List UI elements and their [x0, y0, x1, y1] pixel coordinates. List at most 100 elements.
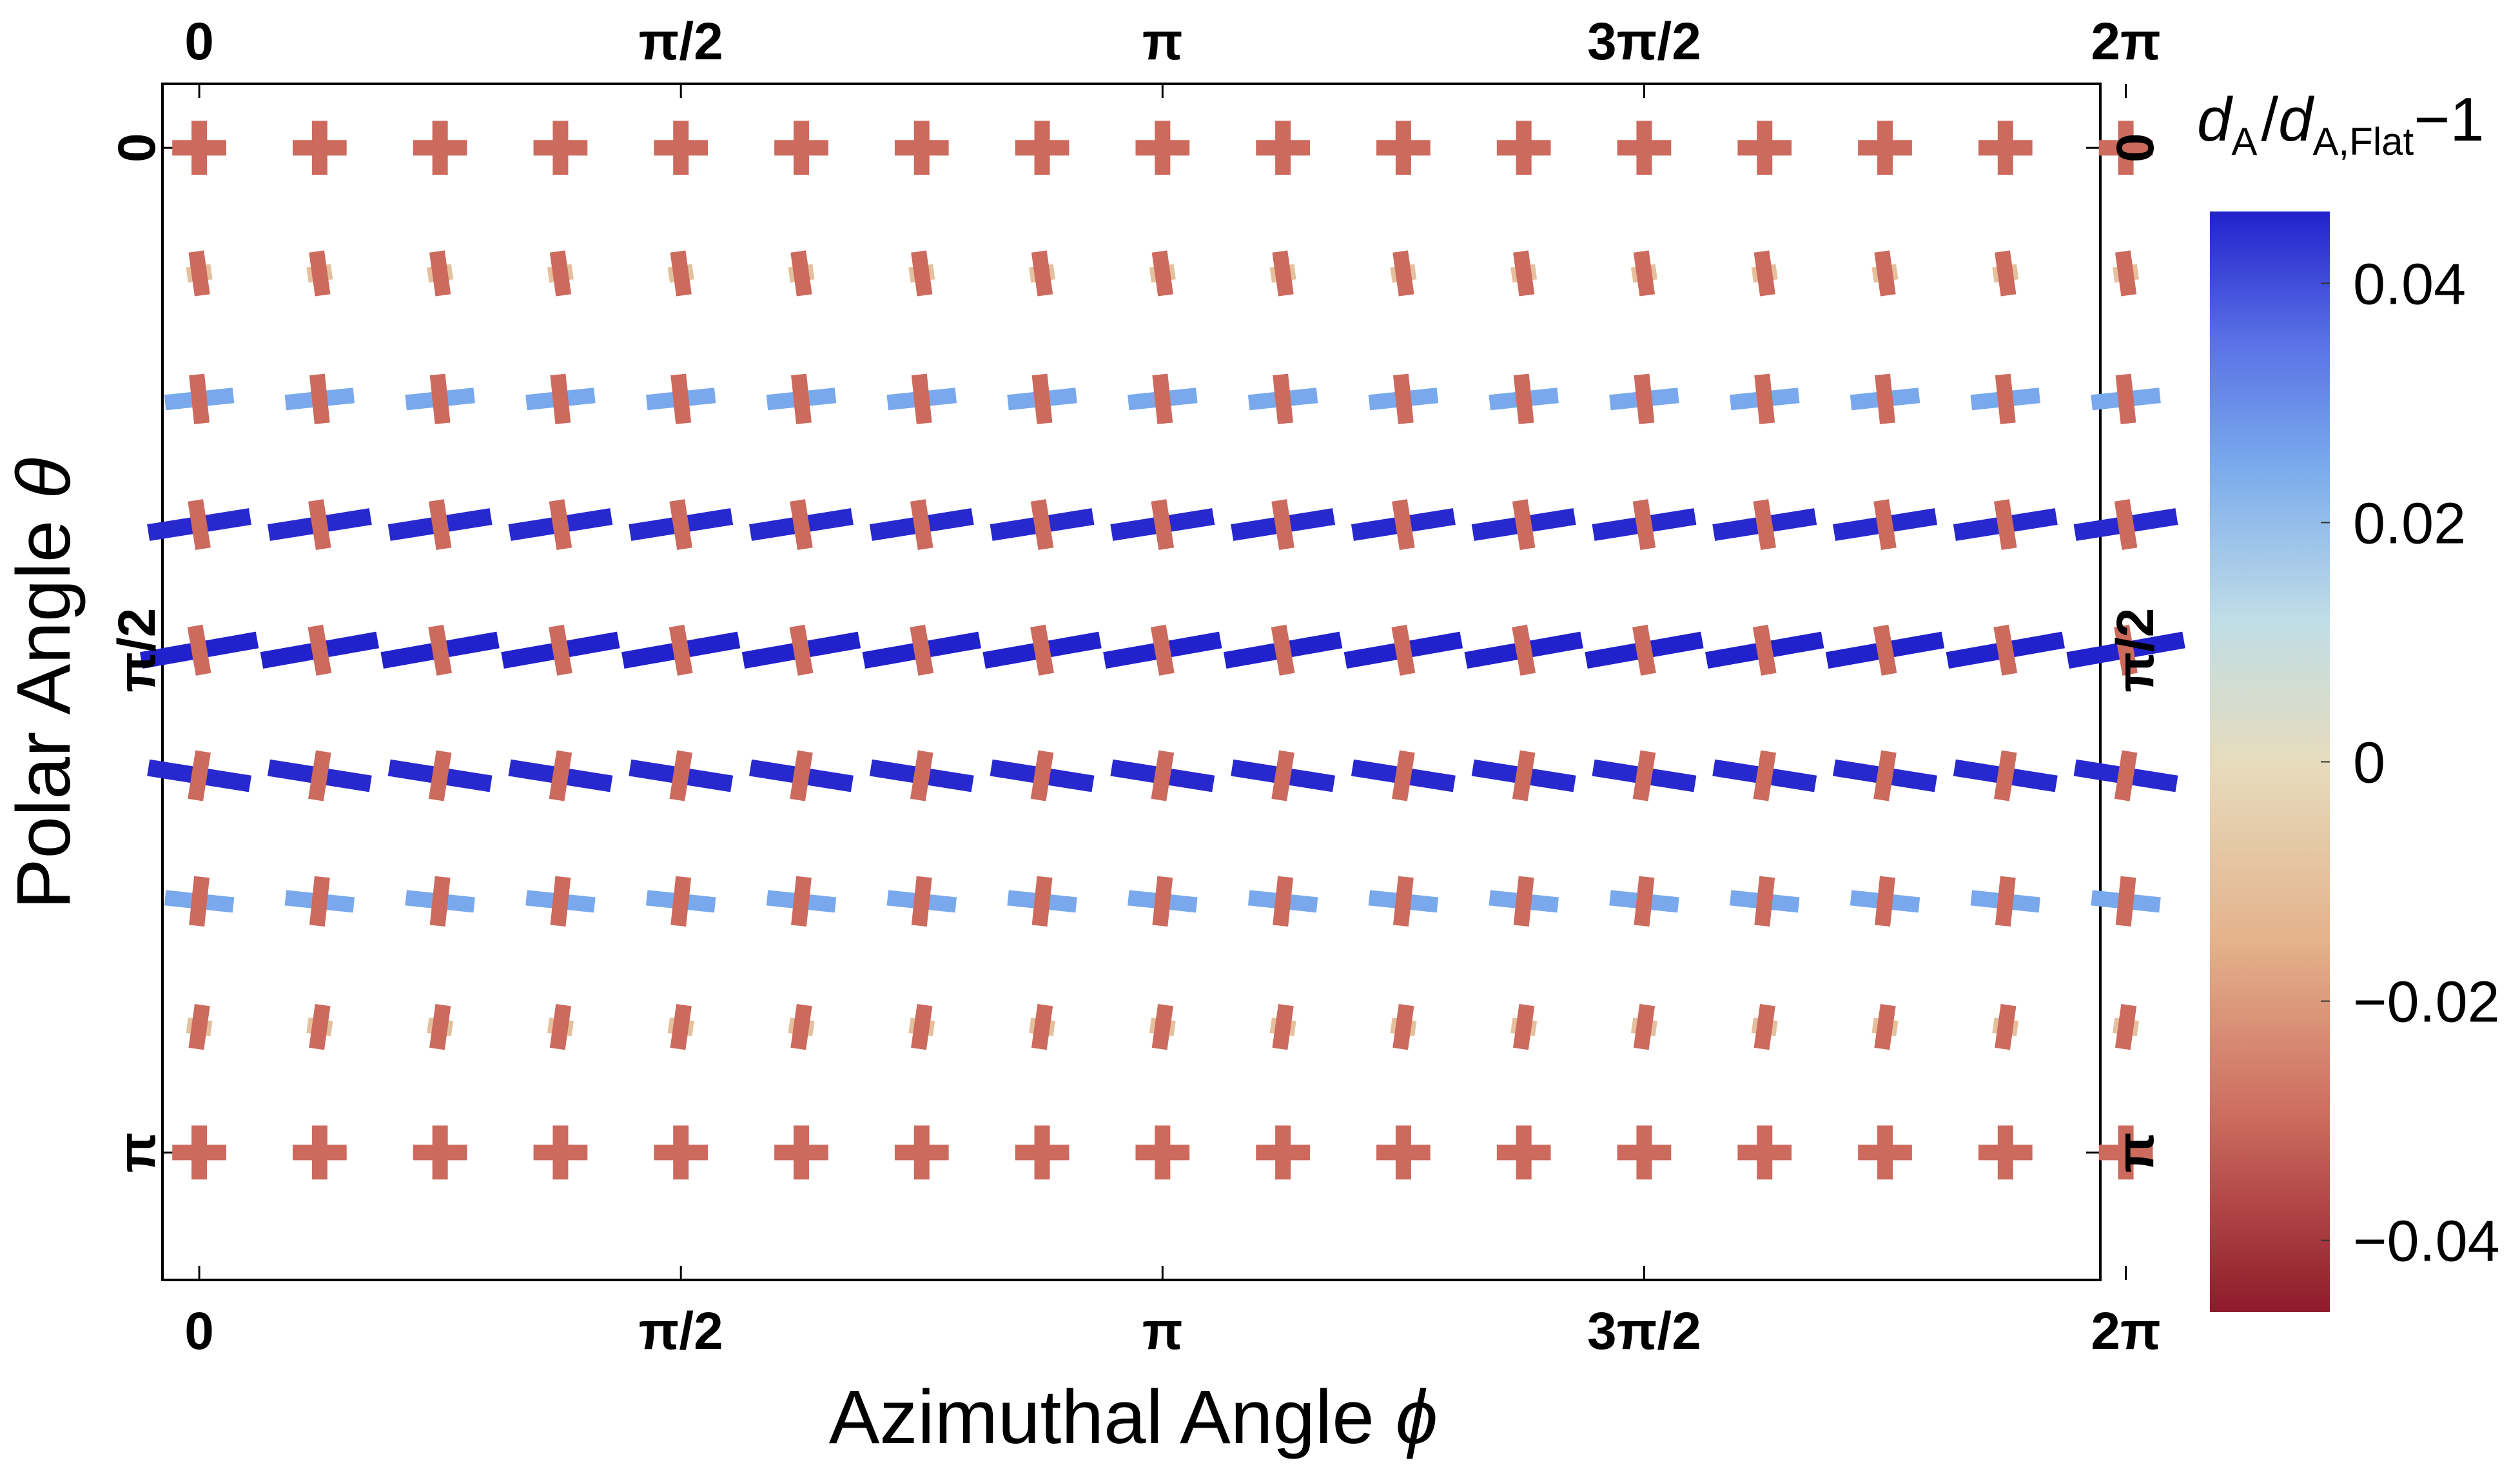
- x-tick-label-bottom: 3π/2: [1587, 1302, 1701, 1361]
- marker: [1247, 876, 1318, 927]
- marker-major-axis: [1030, 499, 1054, 550]
- marker-major-axis: [1512, 624, 1536, 676]
- marker: [1510, 250, 1538, 297]
- marker: [629, 750, 734, 801]
- marker: [1751, 1004, 1778, 1050]
- marker-major-axis: [911, 250, 933, 297]
- marker: [1825, 624, 1945, 676]
- tick-labels: 0 0 π/2 π/2 π π 3π/2 3π/2 2π 2π 0 0 π/2 π/2 π π: [108, 12, 2165, 1361]
- marker-major-axis: [910, 624, 934, 676]
- marker-major-axis: [1031, 373, 1053, 424]
- marker: [1390, 250, 1417, 297]
- marker: [749, 499, 854, 550]
- y-tick-label-right: 0: [2106, 133, 2165, 162]
- marker-major-axis: [309, 373, 330, 424]
- marker: [1585, 624, 1704, 676]
- marker-major-axis: [910, 750, 933, 801]
- y-tick-label-right: π/2: [2106, 608, 2165, 693]
- marker-major-axis: [669, 499, 693, 550]
- marker: [172, 121, 226, 175]
- marker-major-axis: [1272, 250, 1294, 297]
- marker: [741, 624, 861, 676]
- marker: [1149, 250, 1176, 297]
- marker-major-axis: [548, 624, 572, 676]
- marker: [387, 499, 493, 550]
- marker: [525, 373, 596, 424]
- ellipse-markers: [139, 121, 2185, 1180]
- marker-major-axis: [187, 624, 211, 676]
- marker: [1489, 373, 1559, 424]
- marker: [1858, 121, 1912, 175]
- marker-major-axis: [429, 373, 451, 424]
- marker: [654, 121, 708, 175]
- marker-major-axis: [1273, 876, 1294, 927]
- marker-major-axis: [1993, 624, 2018, 676]
- marker: [533, 121, 588, 175]
- marker: [1609, 876, 1679, 927]
- marker: [147, 499, 252, 550]
- marker: [1617, 1125, 1672, 1180]
- marker-major-axis: [1754, 876, 1775, 927]
- marker-major-axis: [670, 876, 692, 927]
- marker: [172, 1125, 226, 1180]
- marker: [1737, 121, 1792, 175]
- marker-major-axis: [1874, 1004, 1896, 1050]
- marker-major-axis: [1633, 1004, 1656, 1050]
- marker: [1953, 499, 2058, 550]
- marker: [894, 1125, 949, 1180]
- marker: [2091, 876, 2161, 927]
- marker: [982, 624, 1102, 676]
- marker-major-axis: [1152, 373, 1173, 424]
- marker: [284, 876, 355, 927]
- marker: [1592, 499, 1697, 550]
- marker: [645, 373, 716, 424]
- marker: [293, 1125, 347, 1180]
- marker: [1223, 624, 1343, 676]
- marker-major-axis: [1633, 250, 1656, 297]
- marker: [1149, 1004, 1176, 1050]
- marker: [533, 1125, 588, 1180]
- y-tick-label-right: π: [2106, 1132, 2165, 1173]
- marker: [293, 121, 347, 175]
- marker: [1970, 373, 2041, 424]
- marker-major-axis: [429, 1004, 451, 1050]
- marker: [1110, 750, 1215, 801]
- marker-major-axis: [1273, 373, 1294, 424]
- marker-major-axis: [1392, 373, 1414, 424]
- marker: [2073, 750, 2178, 801]
- marker-major-axis: [1873, 750, 1897, 801]
- marker: [186, 250, 213, 297]
- marker-major-axis: [1151, 250, 1173, 297]
- marker: [1368, 373, 1439, 424]
- x-tick-label-bottom: 2π: [2091, 1302, 2160, 1361]
- marker: [1128, 373, 1198, 424]
- marker: [547, 1004, 574, 1050]
- marker: [1833, 499, 1937, 550]
- colorbar-tick-label: −0.04: [2353, 1210, 2500, 1274]
- marker: [654, 1125, 708, 1180]
- marker: [1970, 876, 2041, 927]
- marker-major-axis: [1632, 499, 1656, 550]
- marker-major-axis: [1995, 876, 2016, 927]
- marker: [1630, 250, 1657, 297]
- marker-major-axis: [2114, 624, 2138, 676]
- colorbar-tick-label: 0: [2353, 731, 2385, 796]
- marker-major-axis: [791, 373, 812, 424]
- marker-major-axis: [911, 876, 932, 927]
- marker: [1269, 250, 1296, 297]
- marker-major-axis: [428, 624, 453, 676]
- marker-major-axis: [309, 250, 331, 297]
- marker: [629, 499, 734, 550]
- marker-major-axis: [549, 499, 572, 550]
- marker-major-axis: [1030, 624, 1054, 676]
- marker: [164, 373, 235, 424]
- marker: [1269, 1004, 1296, 1050]
- marker-major-axis: [670, 250, 692, 297]
- marker: [413, 1125, 467, 1180]
- marker: [1471, 499, 1576, 550]
- marker: [766, 373, 837, 424]
- marker-major-axis: [1873, 624, 1897, 676]
- marker-major-axis: [1752, 624, 1777, 676]
- colorbar-title: dA/dA,Flat−1: [2197, 85, 2485, 163]
- marker: [990, 750, 1095, 801]
